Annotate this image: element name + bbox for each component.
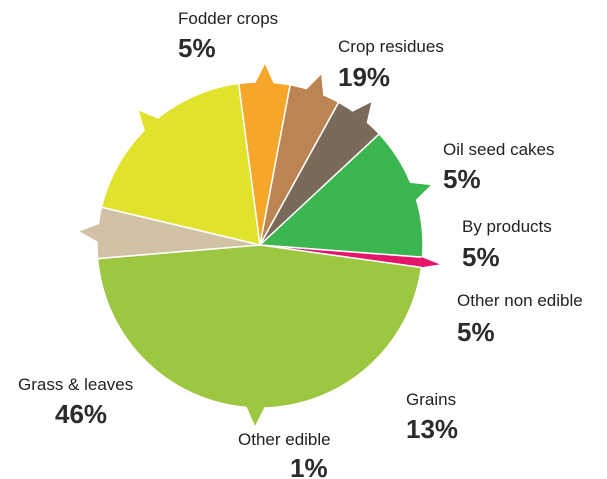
- slice-percent: 13%: [406, 414, 458, 444]
- slice-label: Crop residues: [338, 37, 444, 56]
- slice-label: Fodder crops: [178, 9, 278, 28]
- slice-percent: 5%: [178, 33, 216, 63]
- slice-percent: 5%: [457, 317, 495, 347]
- slice-percent: 5%: [462, 242, 500, 272]
- slice-percent: 5%: [443, 164, 481, 194]
- pie-pointer-grains: [409, 182, 431, 200]
- slice-label: Other non edible: [457, 291, 583, 310]
- pie-pointer-other-edible: [420, 257, 440, 268]
- pie-pointer-grass-leaves: [246, 406, 265, 426]
- pie-pointer-oil-seed-cakes: [255, 64, 274, 84]
- slice-label: Other edible: [238, 430, 331, 449]
- slice-label: Grass & leaves: [18, 375, 133, 394]
- slice-percent: 1%: [290, 453, 328, 479]
- pie-labels: Crop residues 19% Oil seed cakes 5% By produ…: [18, 9, 583, 479]
- pie-pointer-fodder-crops: [79, 223, 100, 242]
- slice-label: Oil seed cakes: [443, 140, 555, 159]
- pie-pointer-crop-residues: [138, 110, 159, 131]
- slice-percent: 19%: [338, 62, 390, 92]
- slice-percent: 46%: [55, 399, 107, 429]
- pie-slices: [79, 64, 440, 426]
- slice-label: By products: [462, 217, 552, 236]
- pie-pointer-other-non-edible: [352, 102, 372, 124]
- pie-pointer-by-products: [306, 74, 324, 96]
- pie-slice-grass-leaves: [96, 244, 423, 409]
- slice-label: Grains: [406, 390, 456, 409]
